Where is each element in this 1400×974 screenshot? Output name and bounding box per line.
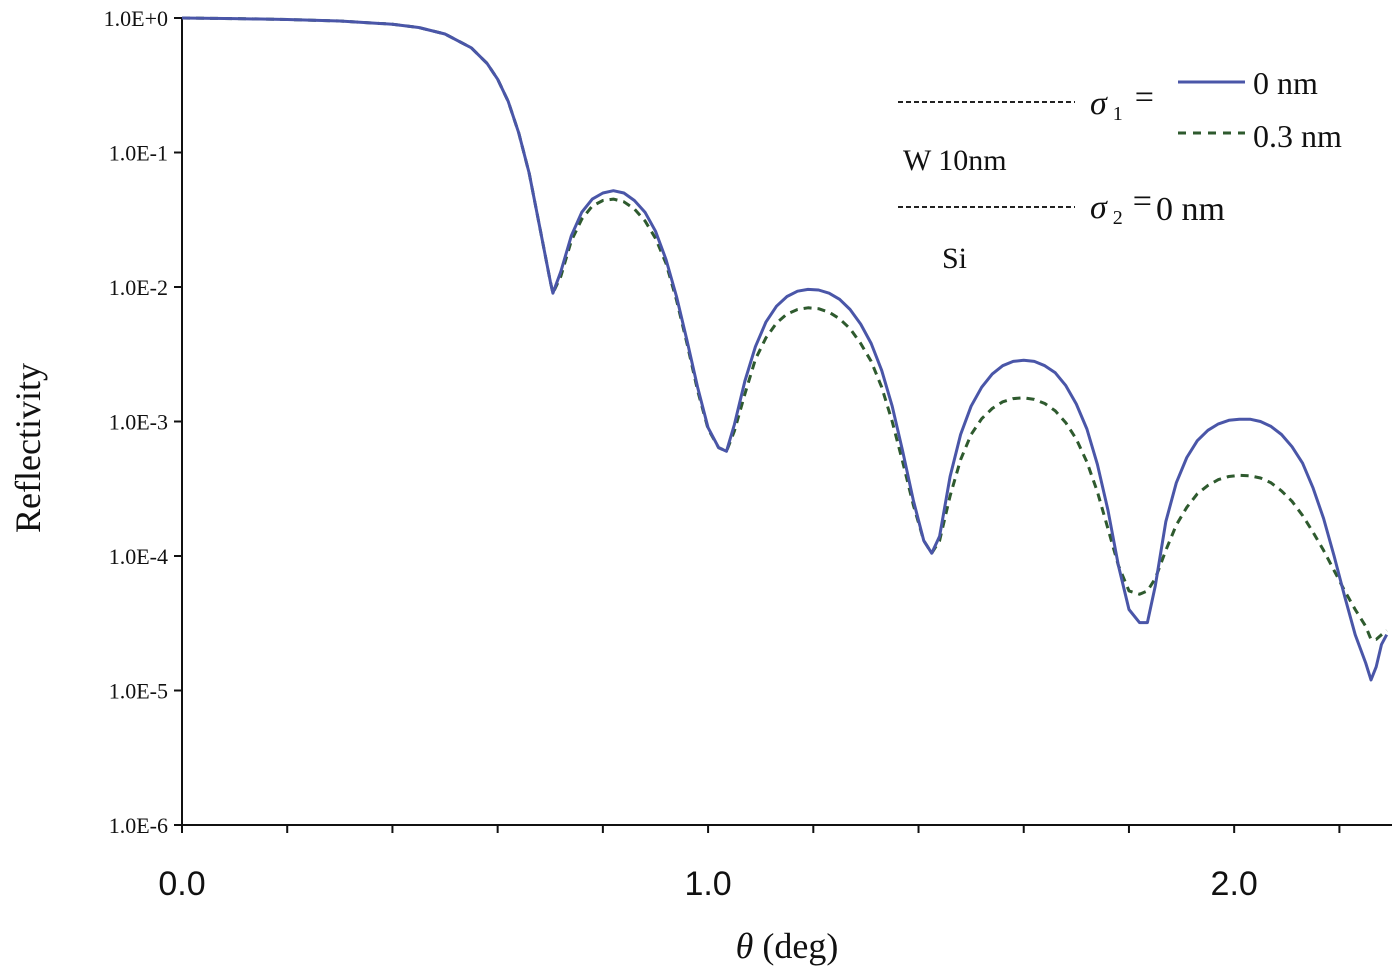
series-line-solid [181, 16, 1389, 682]
y-tick-label: 1.0E-3 [109, 410, 168, 435]
x-tick-label: 1.0 [684, 865, 731, 903]
sigma1-label: σ 1 = [1090, 79, 1154, 125]
legend-label-dashed: 0.3 nm [1253, 118, 1342, 154]
x-tick-label: 2.0 [1211, 865, 1258, 903]
x-tick-label: 0.0 [158, 865, 205, 903]
x-axis-title-symbol: θ [736, 926, 754, 966]
y-tick-label: 1.0E-6 [109, 813, 168, 838]
sigma2-label: σ 2 = 0 nm [1090, 183, 1225, 229]
annotation-group: σ 1 = 0 nm 0.3 nm W 10nm σ 2 = 0 nm Si [898, 65, 1342, 275]
series-line-dashed [181, 16, 1388, 641]
x-axis-ticks: 0.0 1.0 2.0 [158, 825, 1341, 903]
y-tick-label: 1.0E-1 [109, 141, 168, 166]
svg-text:θ (deg): θ (deg) [736, 926, 839, 966]
x-axis-title: θ (deg) [736, 926, 839, 966]
x-axis-title-unit: (deg) [753, 926, 838, 966]
y-tick-label: 1.0E-5 [109, 679, 168, 704]
series-layer [181, 16, 1389, 682]
y-axis-ticks: 1.0E+0 1.0E-1 1.0E-2 1.0E-3 1.0E-4 1.0E-5 1.0E… [104, 6, 182, 838]
substrate-label: Si [942, 242, 967, 275]
y-tick-label: 1.0E+0 [104, 6, 168, 31]
y-axis-title: Reflectivity [8, 363, 48, 533]
y-tick-label: 1.0E-2 [109, 275, 168, 300]
y-tick-label: 1.0E-4 [109, 544, 168, 569]
layer-label: W 10nm [903, 144, 1007, 177]
legend-label-solid: 0 nm [1253, 65, 1318, 101]
